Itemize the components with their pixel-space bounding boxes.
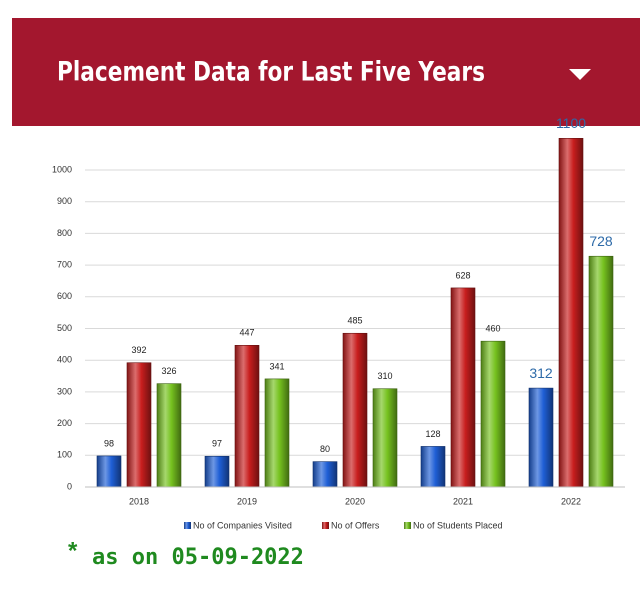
y-tick-label: 1000	[52, 164, 72, 174]
bar	[588, 255, 614, 488]
bar	[312, 461, 338, 488]
value-label: 628	[455, 270, 470, 280]
bar	[126, 362, 152, 488]
legend-label: No of Companies Visited	[193, 520, 292, 530]
y-tick-label: 900	[57, 196, 72, 206]
legend-label: No of Offers	[331, 520, 380, 530]
footnote-marker: *	[68, 537, 78, 564]
bar	[234, 345, 260, 488]
value-label: 460	[485, 324, 500, 334]
legend-swatch	[404, 522, 411, 529]
value-label: 98	[104, 438, 114, 448]
y-tick-label: 700	[57, 259, 72, 269]
x-tick-label: 2018	[129, 496, 149, 506]
bar	[420, 446, 446, 488]
y-tick-label: 800	[57, 228, 72, 238]
y-tick-label: 100	[57, 450, 72, 460]
header-title: Placement Data for Last Five Years	[57, 57, 485, 88]
bar	[558, 138, 584, 488]
value-label: 312	[529, 365, 553, 381]
bar	[156, 383, 182, 488]
value-label: 310	[377, 371, 392, 381]
y-tick-label: 300	[57, 386, 72, 396]
bar	[342, 332, 368, 488]
value-label: 128	[425, 429, 440, 439]
y-tick-label: 600	[57, 291, 72, 301]
legend-label: No of Students Placed	[413, 520, 503, 530]
x-tick-label: 2019	[237, 496, 257, 506]
y-tick-label: 500	[57, 323, 72, 333]
header-banner	[12, 18, 640, 126]
bar	[264, 378, 290, 488]
legend-swatch	[184, 522, 191, 529]
bar	[372, 388, 398, 488]
bar	[450, 287, 476, 488]
value-label: 80	[320, 444, 330, 454]
value-label: 97	[212, 439, 222, 449]
footnote-text: as on 05-09-2022	[92, 545, 304, 570]
value-label: 341	[269, 361, 284, 371]
value-label: 1100	[556, 115, 586, 131]
value-label: 326	[161, 366, 176, 376]
x-tick-label: 2021	[453, 496, 473, 506]
bar	[96, 455, 122, 488]
value-label: 485	[347, 316, 362, 326]
bar	[480, 340, 506, 488]
y-tick-label: 400	[57, 355, 72, 365]
x-tick-label: 2020	[345, 496, 365, 506]
value-label: 728	[589, 233, 613, 249]
value-label: 447	[239, 328, 254, 338]
dropdown-arrow[interactable]	[569, 69, 591, 80]
x-tick-label: 2022	[561, 496, 581, 506]
bar	[528, 387, 554, 488]
legend-swatch	[322, 522, 329, 529]
value-label: 392	[131, 345, 146, 355]
y-tick-label: 200	[57, 418, 72, 428]
bar	[204, 455, 230, 488]
y-tick-label: 0	[67, 481, 72, 491]
